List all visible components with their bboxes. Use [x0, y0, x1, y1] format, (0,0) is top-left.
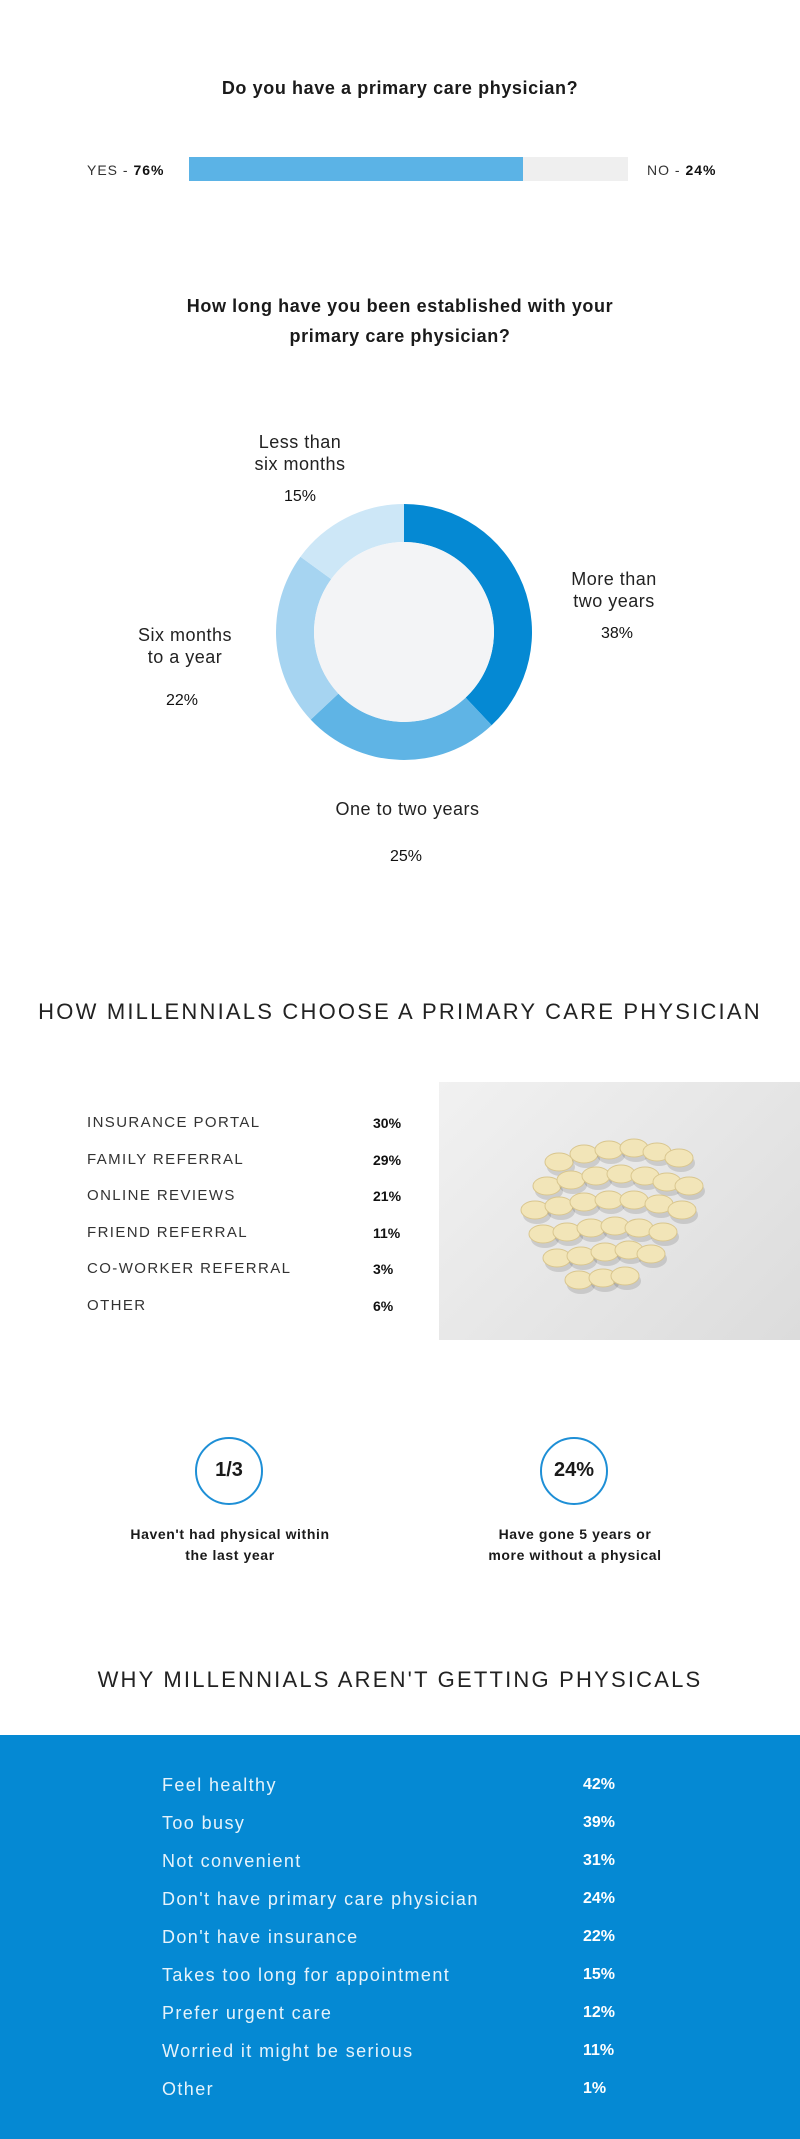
- tenure-question-title: How long have you been established with …: [186, 296, 614, 346]
- reason-value: 22%: [583, 1928, 616, 1945]
- choose-item-label: FRIEND REFERRAL: [87, 1223, 249, 1241]
- no-label: NO - 24%: [647, 162, 717, 178]
- donut-slice-one-to-two-years: [310, 693, 492, 760]
- tenure-donut-chart: [276, 504, 532, 760]
- reason-value: 15%: [583, 1966, 616, 1983]
- yes-label: YES - 76%: [87, 162, 165, 178]
- choose-item-label: CO-WORKER REFERRAL: [87, 1260, 292, 1277]
- choose-item-value: 29%: [373, 1151, 402, 1168]
- donut-pct-more-than-two-years: 38%: [600, 625, 634, 642]
- stat-text-one-third: Haven't had physical within the last yea…: [130, 1526, 330, 1563]
- choose-item-label: OTHER: [87, 1296, 147, 1314]
- donut-pct-one-to-two-years: 25%: [389, 848, 423, 865]
- reason-label: Worried it might be serious: [162, 2041, 414, 2061]
- pill-shape: [520, 1200, 550, 1220]
- donut-slice-less-than-six-months: [300, 504, 404, 580]
- pill-shape: [610, 1266, 640, 1286]
- reason-value: 12%: [583, 2004, 616, 2021]
- pills-photo: [439, 1082, 800, 1340]
- reason-label: Prefer urgent care: [162, 2003, 333, 2023]
- reason-value: 24%: [583, 1890, 616, 1907]
- reason-label: Don't have primary care physician: [162, 1889, 479, 1909]
- donut-slice-more-than-two-years: [404, 504, 532, 726]
- choose-item-label: ONLINE REVIEWS: [87, 1187, 236, 1204]
- reason-label: Too busy: [162, 1813, 246, 1833]
- stat-circle-one-third: 1/3: [195, 1437, 263, 1505]
- pcp-question-title: Do you have a primary care physician?: [221, 78, 579, 98]
- pill-shape: [648, 1222, 678, 1242]
- donut-center: [314, 542, 494, 722]
- reason-value: 11%: [583, 2042, 615, 2059]
- donut-pct-six-months-to-a-year: 22%: [165, 692, 199, 709]
- reason-value: 31%: [583, 1852, 616, 1869]
- pill-shape: [636, 1244, 666, 1264]
- pill-shape: [594, 1190, 624, 1210]
- donut-label-less-than-six-months: Less than six months: [254, 432, 346, 474]
- choose-section-title: HOW MILLENNIALS CHOOSE A PRIMARY CARE PH…: [38, 999, 762, 1024]
- stat-circle-24-percent: 24%: [540, 1437, 608, 1505]
- pill-shape: [569, 1192, 599, 1212]
- pill-shape: [581, 1166, 611, 1186]
- donut-label-one-to-two-years: One to two years: [335, 799, 480, 819]
- yes-no-bar: [189, 157, 628, 181]
- donut-label-more-than-two-years: More than two years: [571, 569, 657, 611]
- pill-shape: [619, 1190, 649, 1210]
- pill-shape: [556, 1170, 586, 1190]
- reason-value: 42%: [583, 1776, 616, 1793]
- pill-shape: [664, 1148, 694, 1168]
- reason-value: 1%: [583, 2080, 607, 2097]
- choose-item-label: INSURANCE PORTAL: [87, 1114, 261, 1131]
- pill-shape: [569, 1144, 599, 1164]
- choose-item-value: 30%: [373, 1115, 402, 1131]
- pill-shape: [552, 1222, 582, 1242]
- donut-label-six-months-to-a-year: Six months to a year: [137, 625, 233, 667]
- pill-shape: [624, 1218, 654, 1238]
- donut-pct-less-than-six-months: 15%: [283, 488, 317, 505]
- reason-label: Other: [162, 2079, 215, 2099]
- reason-value: 39%: [583, 1814, 616, 1831]
- pill-shape: [544, 1196, 574, 1216]
- pill-shape: [594, 1140, 624, 1160]
- physicals-section-title: WHY MILLENNIALS AREN'T GETTING PHYSICALS: [97, 1667, 703, 1692]
- donut-slice-six-months-to-a-year: [276, 556, 339, 720]
- pills-illustration: [520, 1138, 705, 1294]
- yes-bar-fill: [189, 157, 523, 181]
- pill-shape: [566, 1246, 596, 1266]
- reason-label: Feel healthy: [162, 1775, 277, 1795]
- pill-shape: [674, 1176, 704, 1196]
- reason-label: Not convenient: [162, 1851, 302, 1871]
- stat-text-24-percent: Have gone 5 years or more without a phys…: [488, 1526, 662, 1563]
- reasons-panel: Feel healthy 42% Too busy 39% Not convenient…: [0, 1735, 800, 2139]
- reason-label: Takes too long for appointment: [162, 1965, 451, 1985]
- choose-item-value: 3%: [373, 1261, 394, 1277]
- choose-item-value: 11%: [373, 1224, 401, 1241]
- choose-item-value: 21%: [373, 1188, 402, 1204]
- choose-item-value: 6%: [373, 1297, 394, 1314]
- reason-label: Don't have insurance: [162, 1927, 359, 1947]
- choose-item-label: FAMILY REFERRAL: [87, 1150, 245, 1168]
- pill-shape: [667, 1200, 697, 1220]
- pill-shape: [544, 1152, 574, 1172]
